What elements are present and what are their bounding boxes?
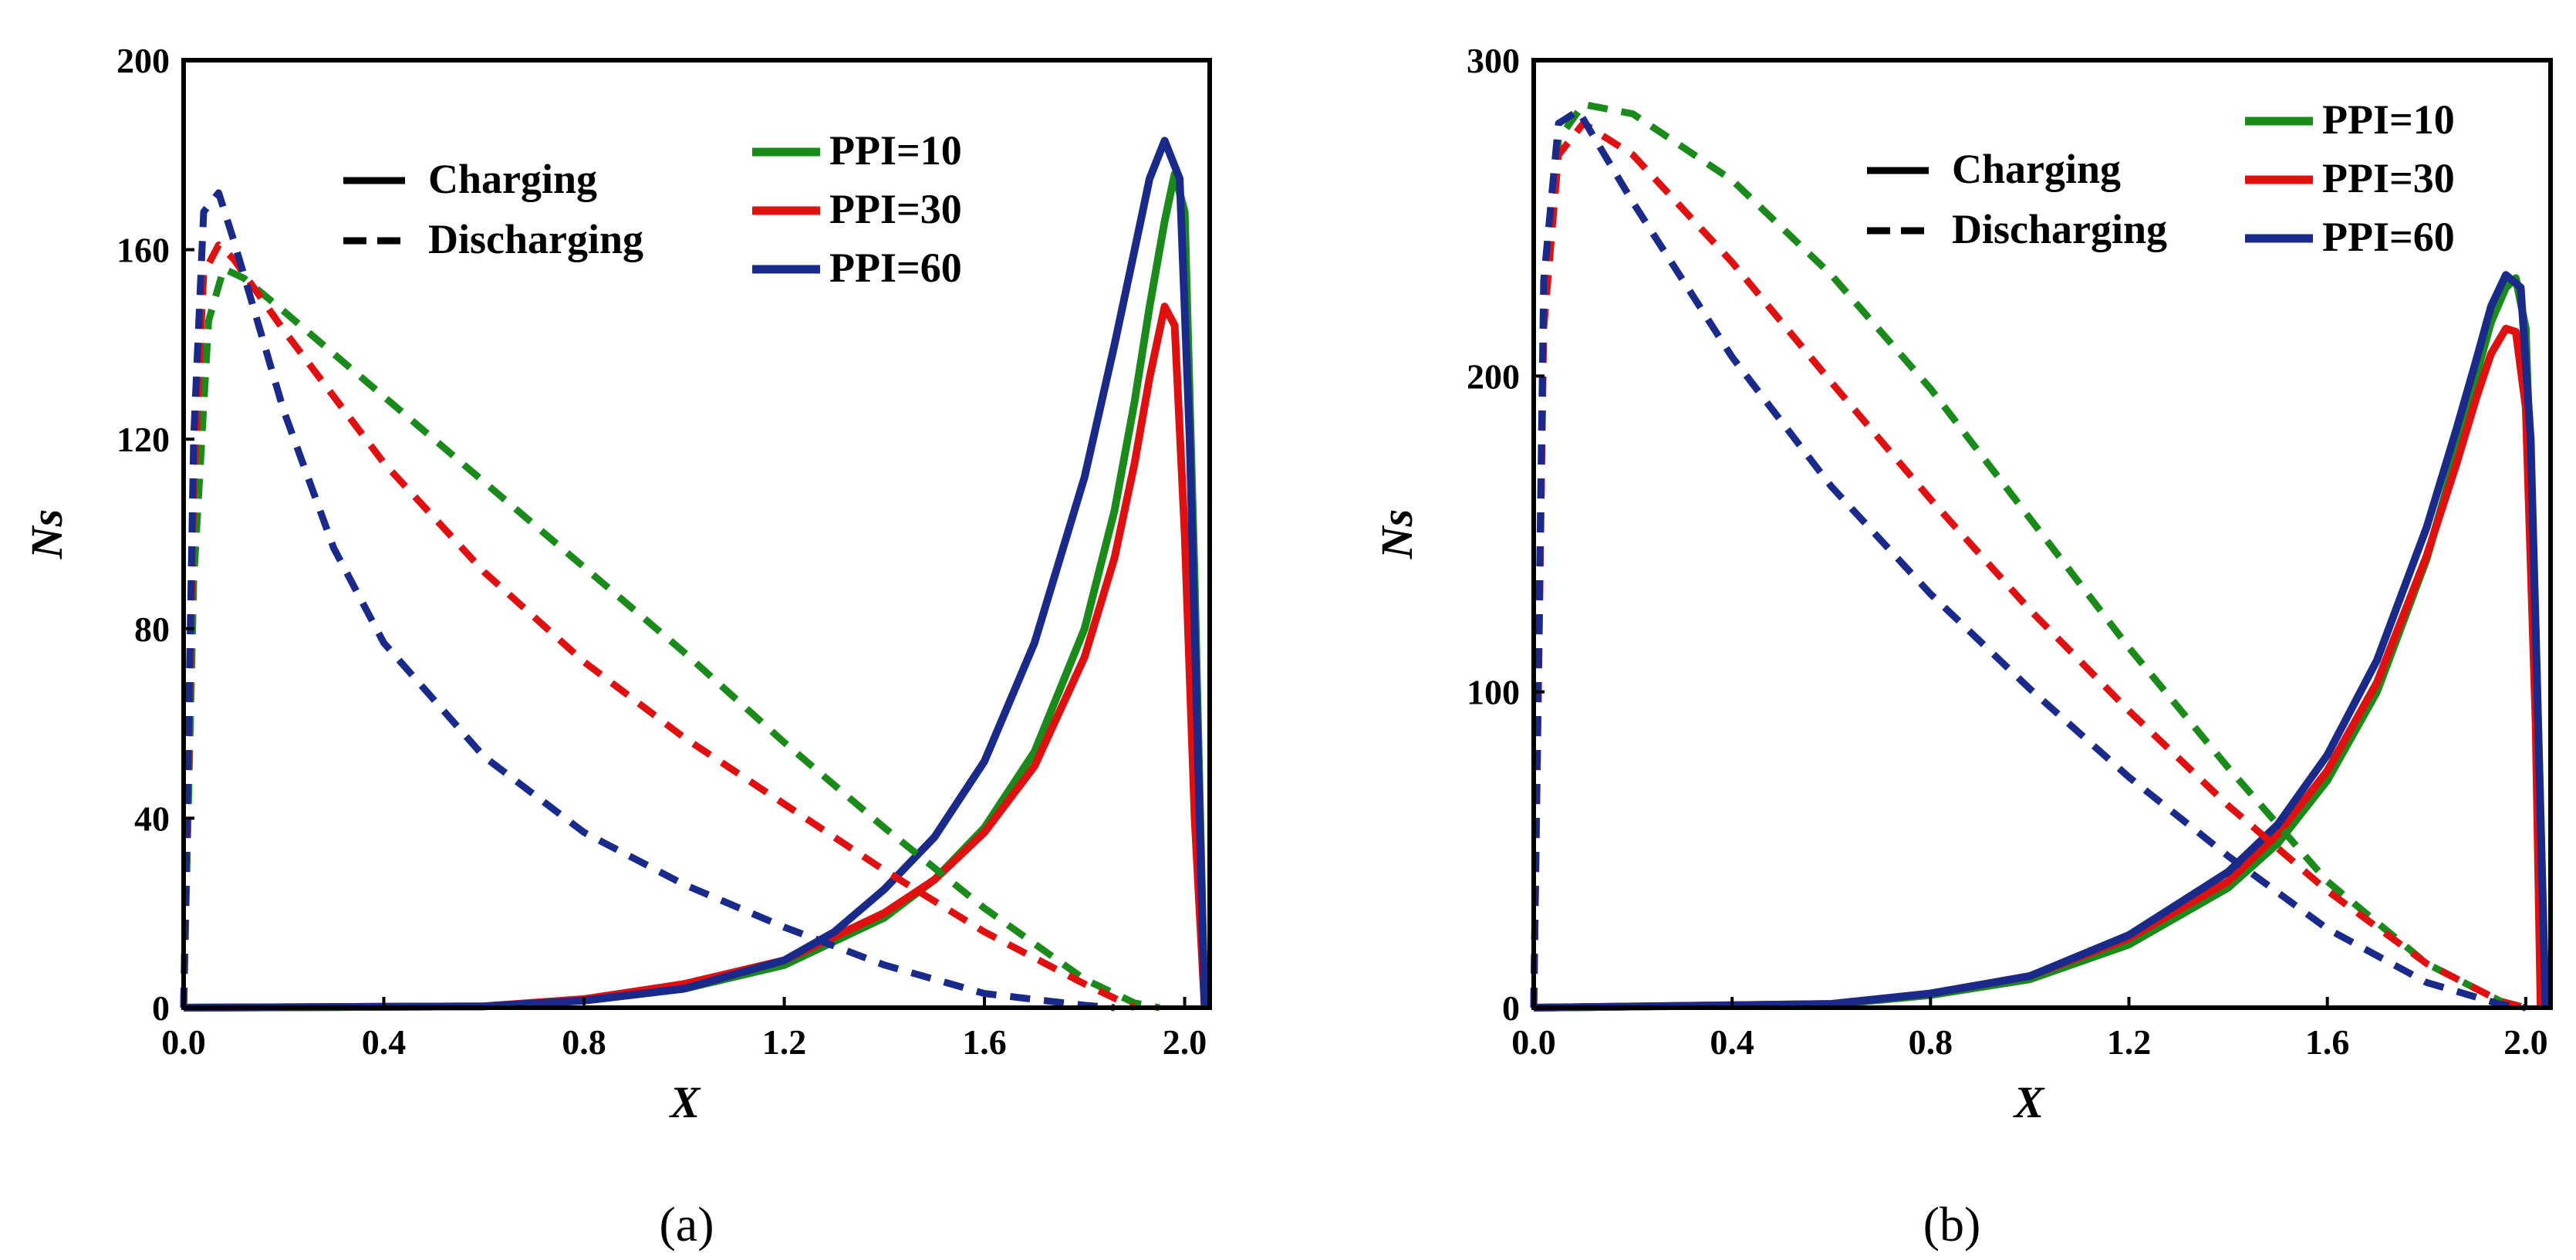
legend-label-ppi-10: PPI=10 (2322, 96, 2455, 143)
x-tick-label: 0.4 (362, 1022, 407, 1062)
y-tick-label: 40 (134, 799, 170, 838)
chart-panel-a: 0.0 0.4 0.8 1.2 1.6 2.0 0 40 80 120 160 200 X Ns Ch… (22, 41, 1212, 1252)
y-tick-label: 100 (1467, 673, 1520, 712)
legend-label-ppi-60: PPI=60 (829, 245, 962, 291)
plot-frame (181, 58, 1212, 1010)
y-tick-label: 160 (116, 231, 170, 270)
legend-label-ppi-60: PPI=60 (2322, 214, 2455, 260)
y-axis-title: Ns (1372, 509, 1422, 559)
legend-label-ppi-30: PPI=30 (2322, 155, 2455, 201)
series-line-ppi-30-discharging (1530, 120, 2527, 1012)
y-tick-label: 80 (134, 610, 170, 649)
legend: Charging Discharging PPI=10 PPI=30 PPI=60 (343, 127, 962, 291)
x-tick-label: 0.0 (1511, 1022, 1556, 1062)
series-layer (1530, 100, 2550, 1012)
series-line-ppi-10-discharging (180, 265, 1160, 1012)
x-tick-label: 1.2 (762, 1022, 807, 1062)
x-tick-label: 2.0 (1163, 1022, 1207, 1062)
y-tick-label: 0 (1502, 988, 1520, 1028)
plot-frame (1531, 58, 2553, 1010)
x-axis-title: X (669, 1077, 701, 1127)
legend-label-solid: Charging (428, 156, 597, 202)
x-tick-label: 1.2 (2107, 1022, 2152, 1062)
x-tick-label: 0.0 (161, 1022, 206, 1062)
panel-label: (a) (659, 1197, 714, 1252)
legend-label-ppi-10: PPI=10 (829, 127, 962, 174)
tick-layer (182, 59, 1187, 1009)
panel-label: (b) (1923, 1197, 1981, 1252)
legend-label-solid: Charging (1952, 146, 2121, 192)
y-tick-label: 300 (1467, 41, 1520, 80)
y-tick-label: 120 (116, 420, 170, 459)
series-line-ppi-30-discharging (180, 242, 1136, 1012)
y-tick-label: 0 (152, 988, 170, 1028)
series-line-ppi-60-discharging (1530, 107, 2527, 1012)
series-line-ppi-60-charging (183, 137, 1209, 1012)
x-tick-label: 2.0 (2503, 1022, 2548, 1062)
y-axis-title: Ns (22, 509, 72, 559)
x-tick-label: 0.8 (1909, 1022, 1953, 1062)
x-axis-title: X (2013, 1077, 2045, 1127)
y-tick-label: 200 (116, 41, 170, 80)
legend-label-dashed: Discharging (1952, 206, 2167, 252)
y-tick-label: 200 (1467, 356, 1520, 396)
x-tick-label: 0.8 (562, 1022, 606, 1062)
x-tick-label: 0.4 (1710, 1022, 1754, 1062)
series-line-ppi-30-charging (183, 302, 1209, 1012)
chart-panel-b: 0.0 0.4 0.8 1.2 1.6 2.0 0 100 200 300 X Ns Chargi… (1372, 41, 2553, 1252)
legend-label-dashed: Discharging (428, 216, 643, 262)
x-tick-label: 1.6 (962, 1022, 1007, 1062)
legend: Charging Discharging PPI=10 PPI=30 PPI=60 (1867, 96, 2455, 260)
tick-label-layer: 0.0 0.4 0.8 1.2 1.6 2.0 0 40 80 120 160 200 (116, 41, 1207, 1062)
tick-layer (1532, 59, 2527, 1009)
series-line-ppi-60-charging (1533, 271, 2550, 1012)
series-layer (180, 137, 1209, 1012)
series-line-ppi-60-discharging (180, 189, 1116, 1012)
legend-label-ppi-30: PPI=30 (829, 186, 962, 232)
tick-label-layer: 0.0 0.4 0.8 1.2 1.6 2.0 0 100 200 300 (1467, 41, 2548, 1062)
x-tick-label: 1.6 (2305, 1022, 2350, 1062)
